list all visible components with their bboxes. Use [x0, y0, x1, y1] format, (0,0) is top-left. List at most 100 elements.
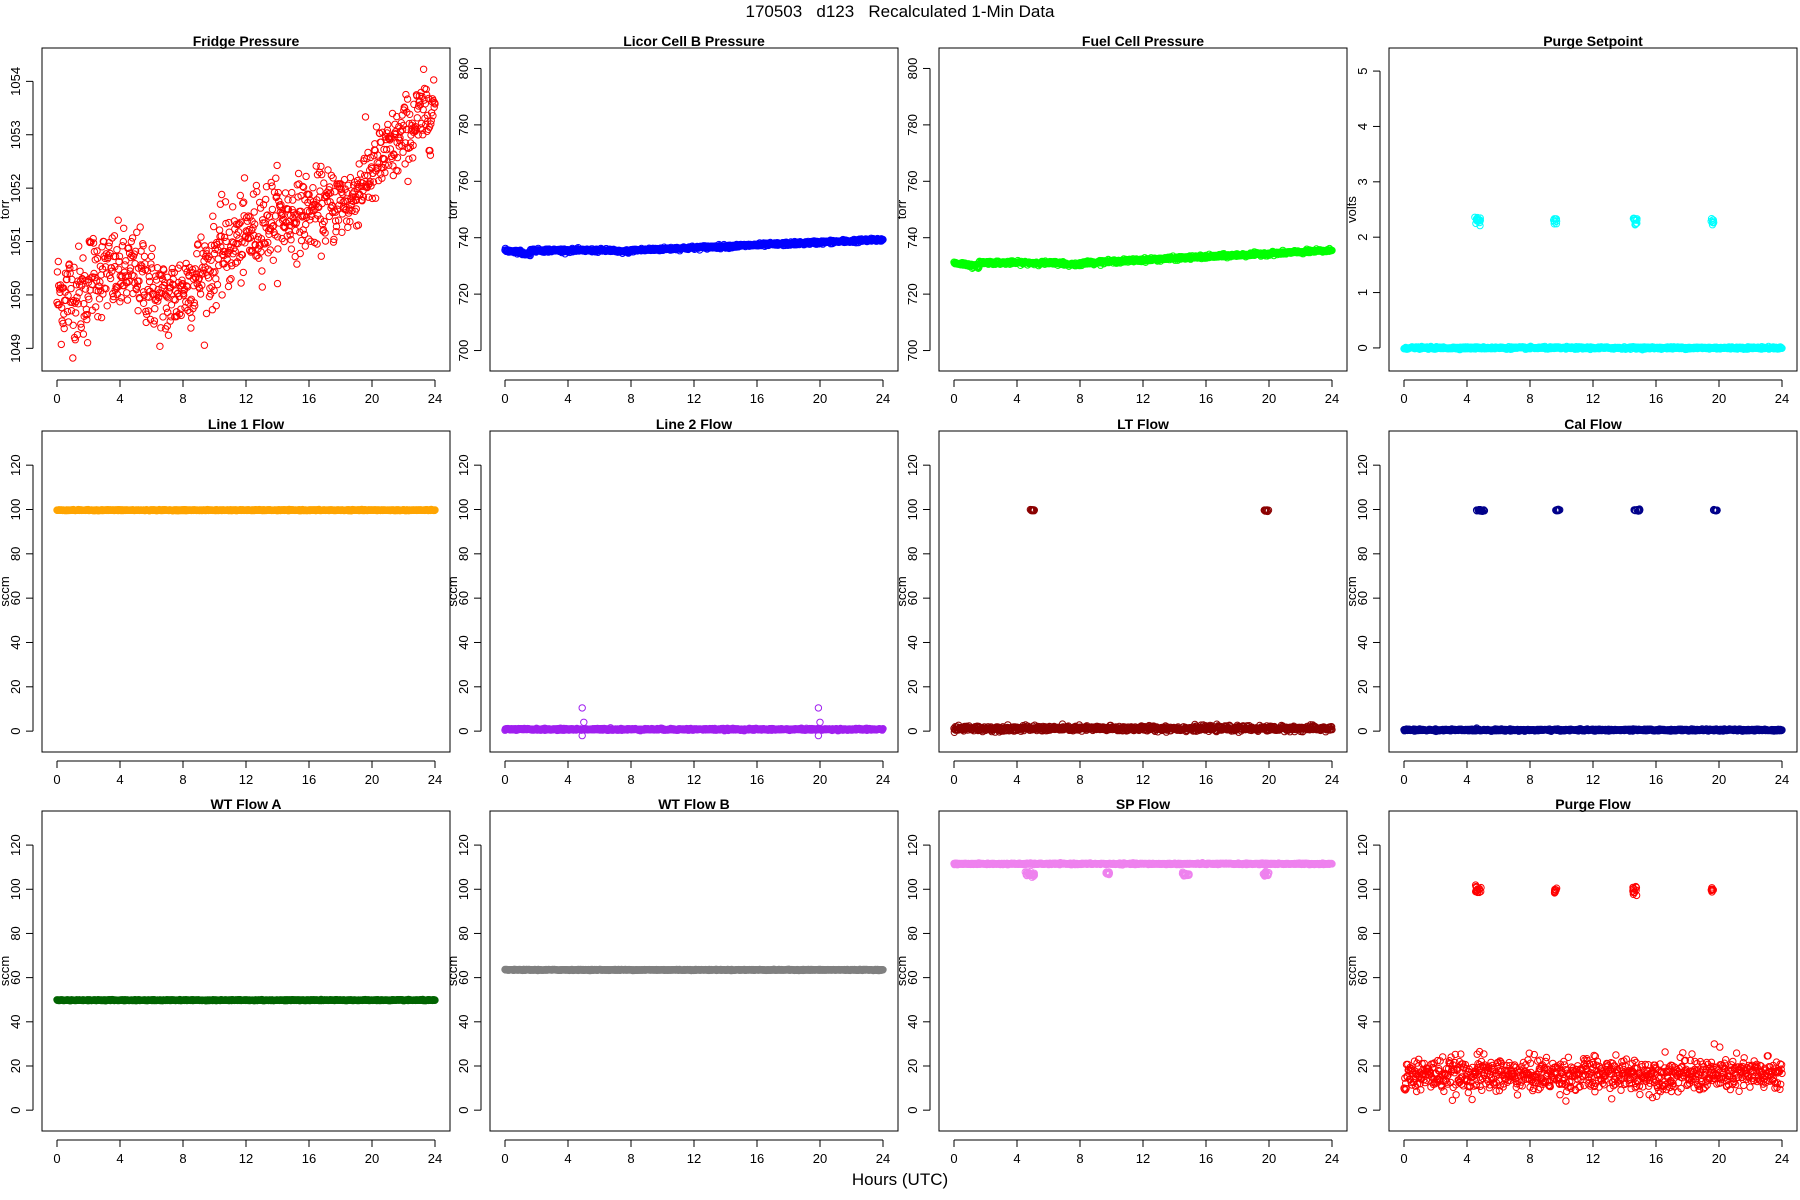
x-tick-label: 12 — [1136, 391, 1150, 406]
data-point — [344, 181, 352, 190]
data-point — [339, 198, 347, 206]
data-point — [354, 221, 363, 229]
x-tick-label: 4 — [116, 772, 123, 787]
data-point — [205, 252, 213, 261]
data-point — [135, 277, 143, 285]
data-point — [284, 196, 292, 204]
y-tick-label: 80 — [8, 547, 23, 561]
data-point — [246, 213, 254, 221]
data-point — [383, 126, 392, 135]
data-point — [305, 235, 313, 243]
data-point — [237, 279, 245, 287]
data-point — [274, 188, 282, 197]
data-point — [123, 279, 131, 287]
data-point — [157, 324, 165, 332]
x-tick-label: 12 — [1586, 391, 1600, 406]
data-point — [299, 183, 308, 192]
data-point — [370, 151, 378, 160]
y-tick-label: 720 — [456, 283, 471, 305]
y-tick-label: 0 — [1355, 344, 1370, 351]
data-point — [346, 173, 355, 182]
data-point — [422, 85, 430, 94]
data-point — [59, 319, 67, 328]
x-tick-label: 12 — [239, 772, 253, 787]
data-point — [414, 105, 422, 113]
data-point — [62, 296, 70, 304]
data-point — [213, 240, 221, 249]
data-point — [70, 263, 78, 271]
data-point — [95, 295, 104, 303]
data-point — [401, 104, 409, 112]
data-point — [197, 233, 205, 241]
x-tick-label: 4 — [1463, 391, 1470, 406]
data-point — [231, 259, 240, 267]
data-point — [131, 247, 140, 256]
data-point — [264, 238, 272, 247]
data-point — [305, 190, 313, 199]
data-point — [273, 161, 281, 170]
y-tick-label: 740 — [905, 227, 920, 249]
x-tick-label: 20 — [1262, 391, 1276, 406]
data-point — [423, 127, 431, 136]
data-point — [326, 189, 335, 197]
data-point — [394, 167, 402, 175]
data-point — [164, 308, 172, 316]
data-point — [113, 246, 121, 254]
data-point — [386, 136, 394, 144]
data-point — [76, 267, 84, 275]
y-axis-label: torr — [445, 199, 460, 219]
data-point — [366, 177, 374, 186]
data-point — [389, 162, 397, 170]
data-point — [251, 220, 259, 228]
data-point — [114, 216, 122, 224]
data-point — [213, 280, 222, 289]
data-point — [77, 320, 85, 328]
y-axis-label: sccm — [0, 576, 12, 606]
data-point — [244, 212, 253, 220]
x-tick-label: 24 — [1775, 391, 1789, 406]
data-point — [380, 155, 389, 163]
data-point — [320, 217, 328, 226]
data-point — [226, 276, 234, 284]
data-point — [300, 230, 309, 239]
data-point — [222, 219, 230, 228]
data-point — [88, 280, 96, 289]
data-point — [222, 237, 231, 246]
data-point — [93, 254, 102, 263]
y-tick-label: 1053 — [8, 120, 23, 149]
data-point — [109, 290, 117, 298]
data-point — [429, 112, 437, 120]
data-point — [288, 188, 296, 197]
data-point — [97, 313, 106, 322]
data-point — [270, 188, 279, 197]
data-point — [177, 311, 185, 320]
data-point — [253, 188, 261, 196]
data-point — [202, 309, 211, 318]
data-point — [348, 206, 356, 215]
data-point — [316, 215, 325, 223]
data-point — [273, 279, 282, 288]
x-tick-label: 24 — [876, 391, 890, 406]
data-point — [220, 233, 229, 242]
data-point — [358, 197, 366, 205]
data-point — [427, 120, 435, 128]
data-point — [257, 248, 265, 256]
data-point — [106, 271, 114, 279]
data-point — [162, 304, 171, 312]
x-tick-label: 16 — [750, 391, 764, 406]
data-points — [53, 505, 439, 515]
data-point — [409, 141, 417, 150]
data-point — [136, 223, 144, 231]
data-point — [404, 177, 412, 186]
x-tick-label: 20 — [813, 391, 827, 406]
y-tick-label: 20 — [8, 680, 23, 694]
data-point — [268, 182, 276, 190]
y-tick-label: 780 — [456, 114, 471, 136]
data-point — [54, 257, 62, 266]
data-point — [107, 264, 116, 272]
data-point — [116, 298, 124, 306]
